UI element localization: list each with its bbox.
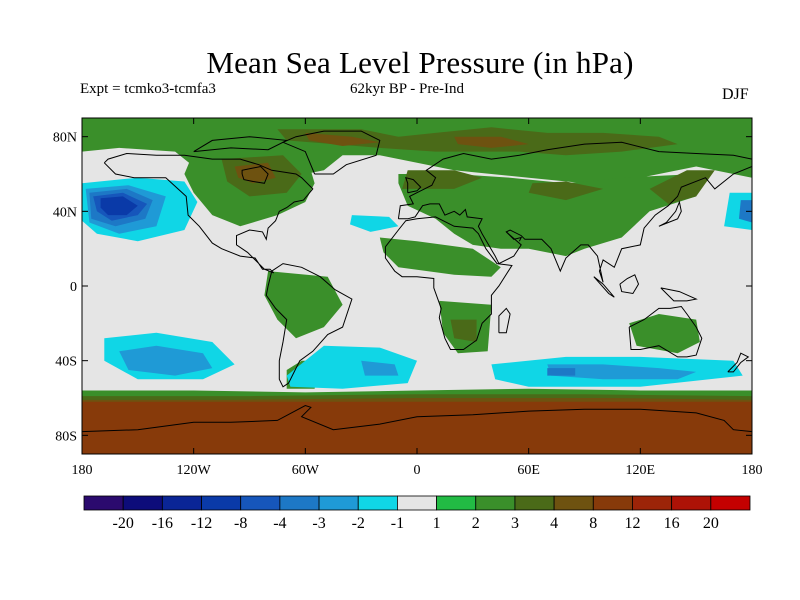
coastline-antarctica xyxy=(82,404,752,433)
period-label: 62kyr BP - Pre-Ind xyxy=(350,81,465,97)
northwest-pacific-negative-3 xyxy=(739,200,752,223)
colorbar-swatch xyxy=(83,495,124,511)
colorbar-swatch xyxy=(279,495,320,511)
coastline-madagascar xyxy=(498,307,511,334)
colorbar-swatch xyxy=(553,495,594,511)
colorbar-swatch xyxy=(357,495,398,511)
australia-positive-2 xyxy=(629,314,700,354)
coastlines xyxy=(82,130,752,433)
map-axes: 180 120W 60W 0 60E 120E 180 80N 40N 0 40S 80S xyxy=(53,118,763,478)
colorbar-swatch xyxy=(397,495,437,511)
indian-ocean-negative-2 xyxy=(547,364,697,380)
y-tick-label: 0 xyxy=(70,280,77,295)
atlantic-negative-1 xyxy=(350,215,399,232)
coastline-greenland xyxy=(281,130,381,175)
colorbar-tick-label: -8 xyxy=(234,515,247,532)
colorbar-swatch xyxy=(240,495,281,511)
chart-title: Mean Sea Level Pressure (in hPa) xyxy=(206,45,634,80)
europe-positive-3 xyxy=(402,170,483,189)
colorbar: -20 -16 -12 -8 -4 -3 -2 -1 1 2 3 4 8 12 16 20 xyxy=(83,495,751,532)
colorbar-swatch xyxy=(318,495,359,511)
colorbar-tick-label: 16 xyxy=(664,515,680,532)
coastline-new-zealand xyxy=(727,352,750,373)
x-tick-label: 180 xyxy=(742,463,763,478)
x-tick-label: 60W xyxy=(292,463,320,478)
colorbar-swatch xyxy=(475,495,516,511)
coastline-australia xyxy=(628,305,703,358)
eurasia-positive-2 xyxy=(398,174,697,257)
south-atlantic-negative-2 xyxy=(361,360,399,376)
indian-ocean-negative-3 xyxy=(547,368,576,376)
colorbar-tick-label: 4 xyxy=(550,515,558,532)
colorbar-swatch xyxy=(122,495,163,511)
x-tick-label: 180 xyxy=(72,463,93,478)
south-pacific-negative-2 xyxy=(119,345,213,376)
x-tick-label: 120W xyxy=(177,463,212,478)
coastline-new-guinea xyxy=(660,287,698,302)
y-tick-label: 40S xyxy=(55,355,77,370)
coastline-sumatra xyxy=(593,276,615,298)
coastline-arabia-gulf xyxy=(505,231,523,242)
colorbar-tick-label: 8 xyxy=(589,515,597,532)
sahel-positive-2 xyxy=(379,237,501,277)
coastline-north-america xyxy=(103,152,314,274)
anomaly-field xyxy=(82,118,752,454)
colorbar-swatch xyxy=(201,495,242,511)
colorbar-tick-label: 12 xyxy=(624,515,640,532)
colorbar-tick-label: -3 xyxy=(312,515,325,532)
colorbar-swatch xyxy=(436,495,477,511)
y-tick-label: 80S xyxy=(55,429,77,444)
colorbar-tick-label: 20 xyxy=(703,515,719,532)
coastline-british-isles xyxy=(405,176,422,194)
colorbar-tick-label: 1 xyxy=(433,515,441,532)
experiment-label: Expt = tcmko3-tcmfa3 xyxy=(80,81,216,97)
colorbar-tick-label: -4 xyxy=(273,515,286,532)
colorbar-tick-label: 3 xyxy=(511,515,519,532)
colorbar-swatch xyxy=(710,495,751,511)
colorbar-tick-label: -2 xyxy=(352,515,365,532)
coastline-africa xyxy=(384,216,513,350)
north-pacific-negative-8 xyxy=(100,196,138,216)
colorbar-tick-label: -1 xyxy=(391,515,404,532)
y-tick-label: 40N xyxy=(53,205,77,220)
coastline-borneo xyxy=(619,274,640,295)
colorbar-tick-label: -20 xyxy=(113,515,134,532)
x-tick-label: 0 xyxy=(414,463,421,478)
colorbar-swatch xyxy=(514,495,555,511)
greenland-positive-4 xyxy=(305,132,380,146)
colorbar-swatch xyxy=(161,495,202,511)
south-america-positive-2 xyxy=(264,271,343,339)
coastline-japan xyxy=(658,200,682,227)
x-tick-label: 120E xyxy=(626,463,656,478)
south-atlantic-negative-1 xyxy=(286,345,417,389)
season-label: DJF xyxy=(722,86,749,103)
southern-africa-positive-3 xyxy=(450,319,477,342)
y-tick-label: 80N xyxy=(53,131,77,146)
colorbar-swatch xyxy=(592,495,633,511)
coastline-south-america xyxy=(265,263,353,388)
colorbar-swatch xyxy=(632,495,673,511)
coastline-eurasia xyxy=(397,141,752,283)
barents-positive-4 xyxy=(454,136,529,148)
coastline-arctic-islands xyxy=(193,136,289,153)
colorbar-tick-label: -16 xyxy=(152,515,173,532)
central-asia-positive-3 xyxy=(528,181,604,201)
coastline-hudson-bay xyxy=(241,165,269,184)
x-tick-label: 60E xyxy=(517,463,540,478)
colorbar-tick-label: 2 xyxy=(472,515,480,532)
colorbar-swatch xyxy=(671,495,712,511)
antarctic-positive-8 xyxy=(82,401,752,454)
colorbar-tick-label: -12 xyxy=(191,515,212,532)
